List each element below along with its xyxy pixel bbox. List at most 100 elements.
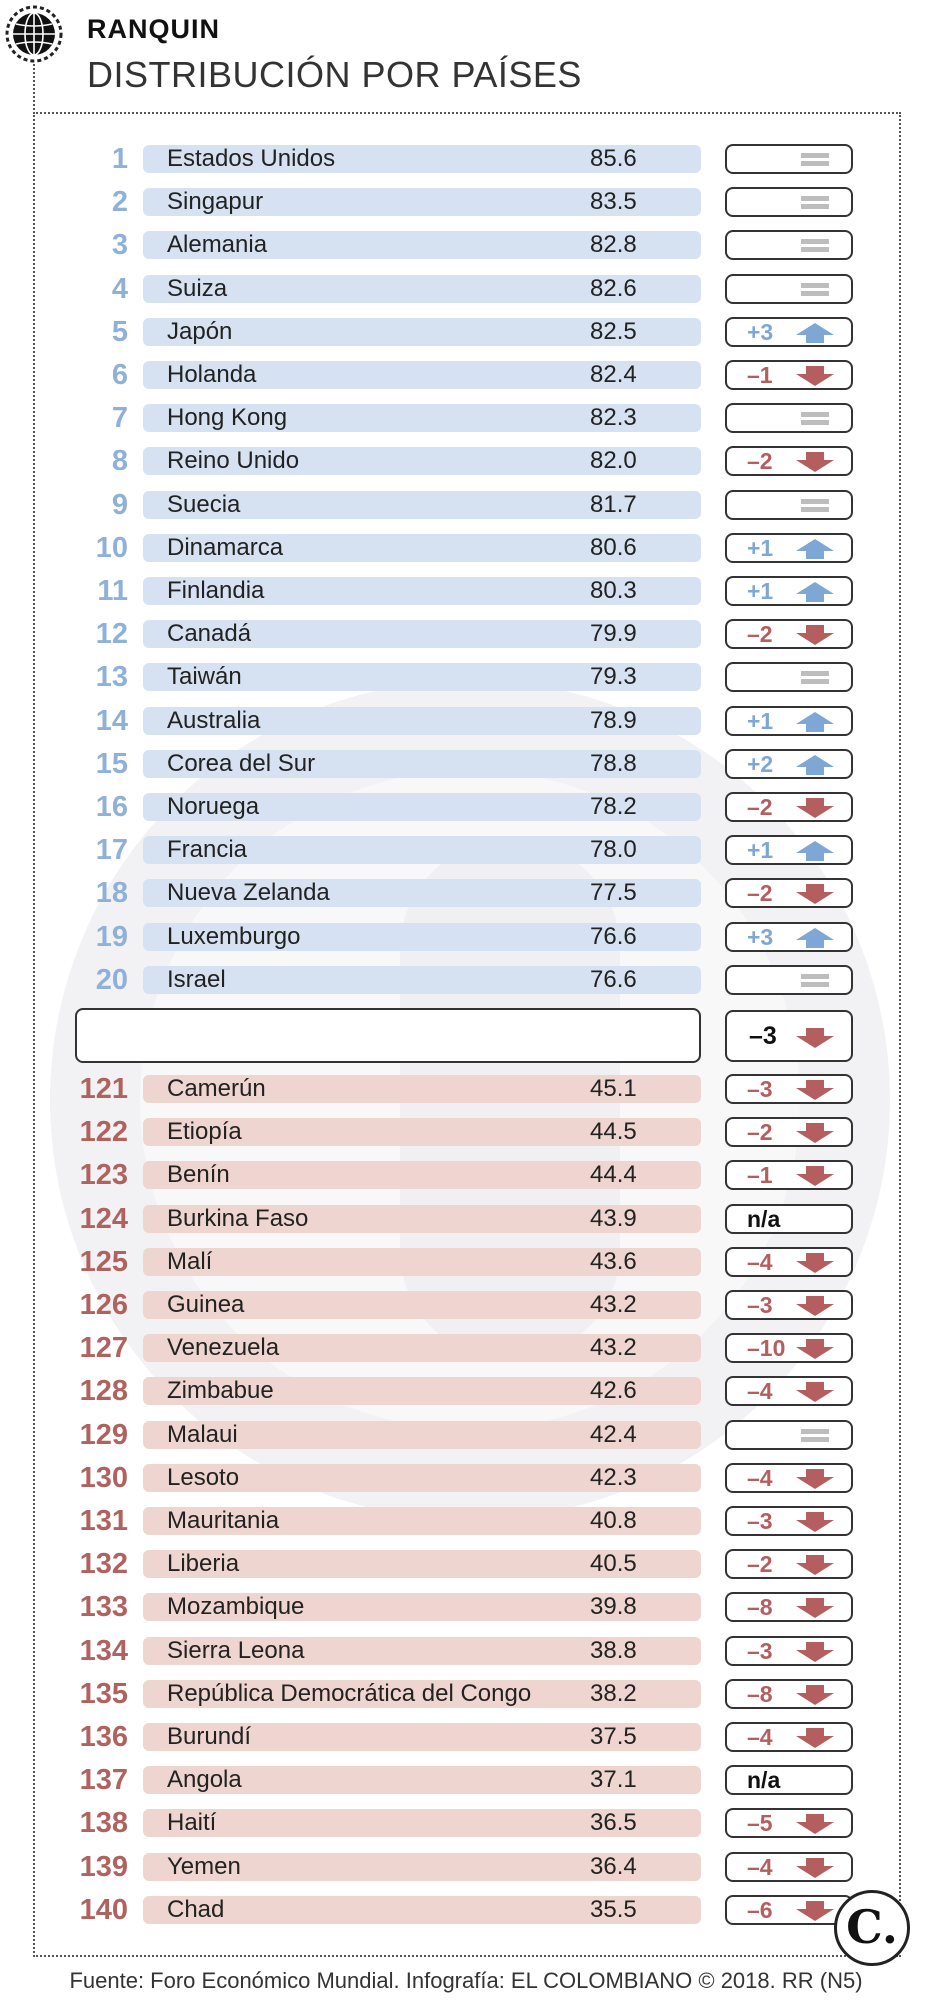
country-name: Singapur (167, 188, 264, 215)
change-value: –6 (747, 1897, 773, 1923)
score-value: 83.5 (590, 188, 637, 215)
table-row: 17 Francia 78.0 +1 (0, 833, 932, 867)
country-name: Guinea (167, 1291, 245, 1318)
change-value: +2 (747, 751, 774, 777)
change-value: –1 (747, 362, 773, 388)
arrow-down-icon (796, 1858, 834, 1878)
rank-number: 5 (111, 316, 128, 348)
rank-number: 20 (95, 964, 128, 996)
source-note: Fuente: Foro Económico Mundial. Infograf… (69, 1968, 863, 1993)
row-bar (143, 1723, 701, 1751)
table-row: 16 Noruega 78.2 –2 (0, 790, 932, 824)
table-row: 9 Suecia 81.7 (0, 488, 932, 522)
change-value: –3 (747, 1076, 773, 1102)
change-value: +3 (747, 319, 774, 345)
rank-number: 18 (95, 877, 128, 909)
score-value: 78.0 (590, 836, 637, 863)
rank-number: 2 (111, 186, 128, 218)
score-value: 82.3 (590, 404, 637, 431)
rank-number: 123 (79, 1159, 128, 1191)
row-bar (143, 1421, 701, 1449)
rank-number: 4 (111, 273, 128, 305)
score-value: 38.2 (590, 1680, 637, 1707)
change-badge: –10 (725, 1333, 853, 1363)
table-row: 6 Holanda 82.4 –1 (0, 358, 932, 392)
change-badge (725, 144, 853, 174)
country-name: Canadá (167, 620, 252, 647)
table-row: 139 Yemen 36.4 –4 (0, 1850, 932, 1884)
change-badge: –8 (725, 1592, 853, 1622)
score-value: 76.6 (590, 966, 637, 993)
country-name: Etiopía (167, 1118, 242, 1145)
change-badge: –3 (725, 1010, 853, 1062)
arrow-down-icon (796, 1123, 834, 1143)
score-value: 43.2 (590, 1334, 637, 1361)
table-row: 136 Burundí 37.5 –4 (0, 1720, 932, 1754)
score-value: 78.8 (590, 750, 637, 777)
score-value: 40.5 (590, 1550, 637, 1577)
country-name: Australia (167, 707, 261, 734)
score-value: 42.4 (590, 1421, 637, 1448)
score-value: 44.4 (590, 1161, 637, 1188)
table-row: 1 Estados Unidos 85.6 (0, 142, 932, 176)
change-badge: –1 (725, 1160, 853, 1190)
country-name: Benín (167, 1161, 230, 1188)
row-bar (143, 1161, 701, 1189)
change-value: –4 (747, 1249, 773, 1275)
row-bar (143, 1593, 701, 1621)
equal-icon (801, 1429, 829, 1442)
logo-text: C. (846, 1900, 898, 1954)
country-name: Sierra Leona (167, 1637, 305, 1664)
change-value: –4 (747, 1724, 773, 1750)
change-badge: –3 (725, 1506, 853, 1536)
row-bar (143, 1853, 701, 1881)
row-bar (143, 1291, 701, 1319)
rank-number: 19 (95, 921, 128, 953)
row-bar (143, 923, 701, 951)
country-name: Noruega (167, 793, 260, 820)
score-value: 36.4 (590, 1853, 637, 1880)
table-row: 18 Nueva Zelanda 77.5 –2 (0, 876, 932, 910)
header-title: RANQUIN (87, 14, 220, 44)
change-badge: –5 (725, 1808, 853, 1838)
arrow-down-icon (796, 1685, 834, 1705)
change-badge (725, 274, 853, 304)
table-row: 132 Liberia 40.5 –2 (0, 1547, 932, 1581)
rank-number: 7 (111, 402, 128, 434)
arrow-down-icon (796, 884, 834, 904)
row-bar (143, 361, 701, 389)
change-badge: –2 (725, 1117, 853, 1147)
rank-number: 122 (79, 1116, 128, 1148)
rank-number: 127 (79, 1332, 128, 1364)
change-value: +1 (747, 535, 774, 561)
row-bar (143, 1205, 701, 1233)
row-bar (143, 188, 701, 216)
rank-number: 132 (79, 1548, 128, 1580)
country-name: Malaui (167, 1421, 238, 1448)
score-value: 42.6 (590, 1377, 637, 1404)
equal-icon (801, 239, 829, 252)
change-badge: –3 (725, 1290, 853, 1320)
change-value: +1 (747, 837, 774, 863)
arrow-down-icon (796, 1642, 834, 1662)
arrow-down-icon (796, 1598, 834, 1618)
equal-icon (801, 412, 829, 425)
row-bar (143, 1334, 701, 1362)
country-name: Venezuela (167, 1334, 280, 1361)
country-name: Dinamarca (167, 534, 284, 561)
country-name: Haití (167, 1809, 217, 1836)
score-value: 80.3 (590, 577, 637, 604)
country-name: Burkina Faso (167, 1205, 309, 1232)
change-value: –2 (747, 1551, 773, 1577)
change-value: –3 (749, 1022, 777, 1050)
row-bar (143, 1248, 701, 1276)
score-value: 82.4 (590, 361, 637, 388)
rank-number: 133 (79, 1591, 128, 1623)
globe-icon (5, 5, 63, 63)
country-name: Camerún (167, 1075, 266, 1102)
change-value: –3 (747, 1638, 773, 1664)
row-bar (143, 1896, 701, 1924)
table-row: 140 Chad 35.5 –6 (0, 1893, 932, 1927)
change-value: –1 (747, 1162, 773, 1188)
change-badge (725, 965, 853, 995)
